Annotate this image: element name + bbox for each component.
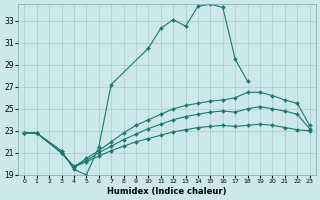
X-axis label: Humidex (Indice chaleur): Humidex (Indice chaleur) xyxy=(107,187,227,196)
